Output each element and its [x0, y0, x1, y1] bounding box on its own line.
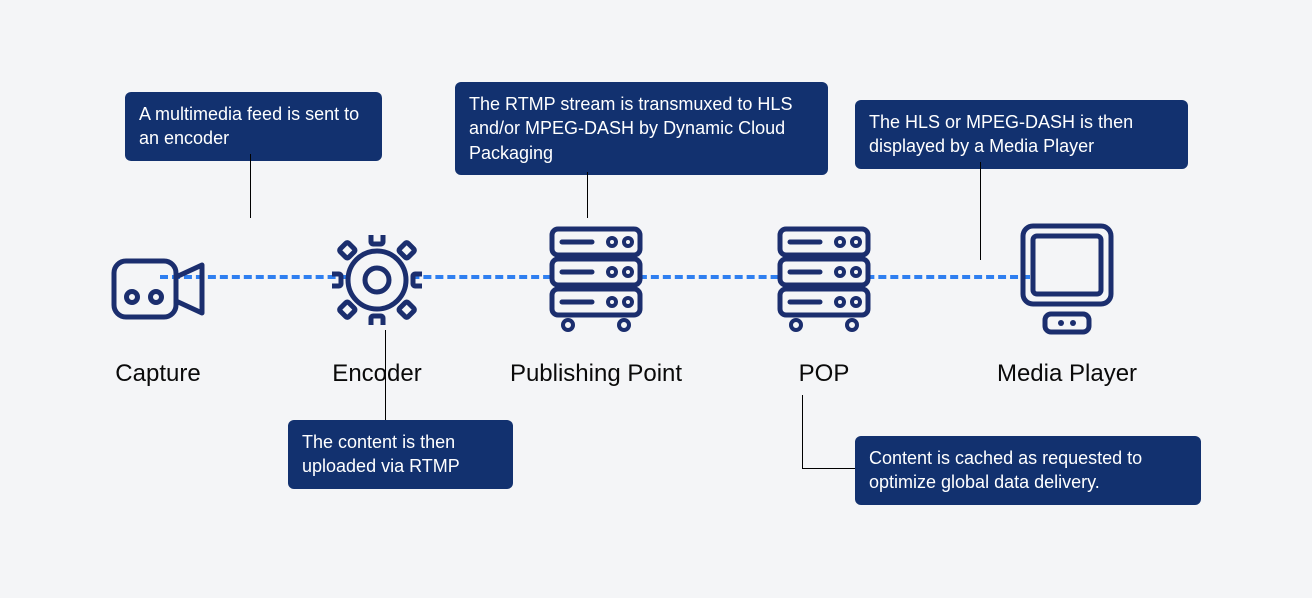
callout-c_player: The HLS or MPEG-DASH is then displayed b… [855, 100, 1188, 169]
node-label-capture: Capture [115, 360, 200, 388]
leader-line [980, 162, 981, 260]
node-label-player: Media Player [997, 360, 1137, 388]
callout-c_encoder: The content is then uploaded via RTMP [288, 420, 513, 489]
gear-icon [332, 235, 422, 325]
server-icon [774, 225, 874, 335]
callout-c_capture: A multimedia feed is sent to an encoder [125, 92, 382, 161]
callout-c_pop: Content is cached as requested to optimi… [855, 436, 1201, 505]
callout-c_publishing: The RTMP stream is transmuxed to HLS and… [455, 82, 828, 175]
leader-line [802, 468, 855, 469]
node-label-encoder: Encoder [332, 360, 421, 388]
node-label-publishing: Publishing Point [510, 360, 682, 388]
monitor-icon [1017, 220, 1117, 338]
camera-icon [110, 255, 206, 323]
leader-line [250, 154, 251, 218]
streaming-flow-diagram: A multimedia feed is sent to an encoder T… [0, 0, 1312, 598]
node-label-pop: POP [799, 360, 850, 388]
server-icon [546, 225, 646, 335]
leader-line [587, 172, 588, 218]
leader-line [802, 395, 803, 468]
